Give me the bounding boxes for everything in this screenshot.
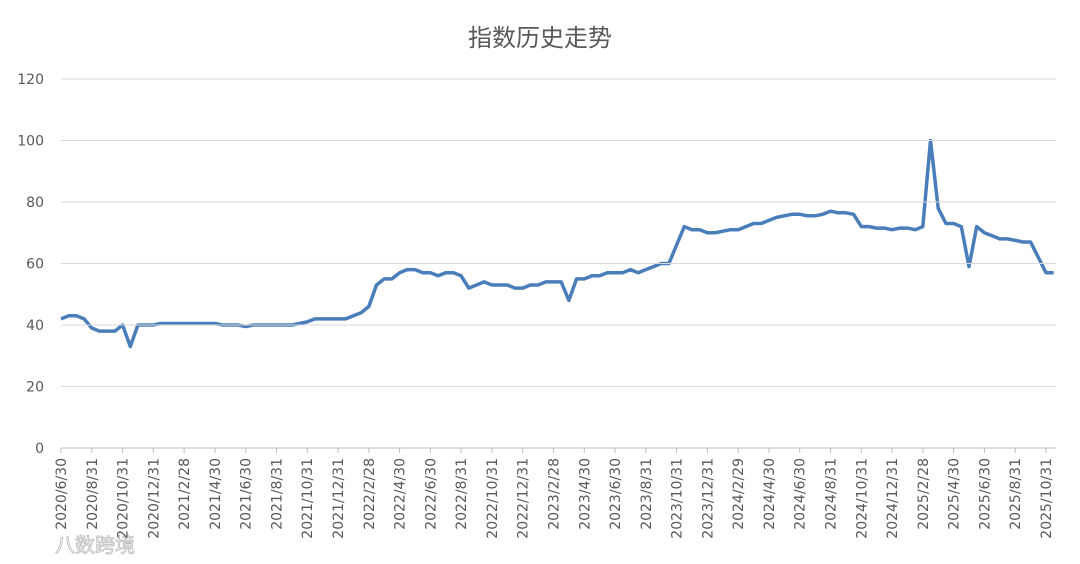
x-tick-label: 2020/12/31	[146, 458, 162, 539]
x-tick-label: 2021/8/31	[269, 458, 285, 530]
x-tick-label: 2021/6/30	[239, 458, 255, 530]
x-tick-label: 2021/12/31	[331, 458, 347, 539]
y-tick-label: 20	[26, 380, 44, 396]
x-tick-label: 2022/6/30	[423, 458, 439, 530]
x-tick-label: 2021/2/28	[177, 458, 193, 530]
x-tick-label: 2023/2/28	[546, 458, 562, 530]
x-tick-label: 2021/4/30	[208, 458, 224, 530]
x-tick-label: 2023/4/30	[577, 458, 593, 530]
x-tick-label: 2022/12/31	[516, 458, 532, 539]
x-tick-label: 2022/4/30	[393, 458, 409, 530]
y-tick-label: 120	[17, 72, 44, 88]
x-tick-label: 2023/12/31	[700, 458, 716, 539]
y-tick-label: 60	[26, 257, 44, 273]
x-tick-label: 2023/6/30	[608, 458, 624, 530]
x-tick-label: 2025/8/31	[1008, 458, 1024, 530]
x-tick-label: 2022/10/31	[485, 458, 501, 539]
y-tick-label: 80	[26, 195, 44, 211]
x-tick-label: 2020/8/31	[85, 458, 101, 530]
x-tick-label: 2025/2/28	[916, 458, 932, 530]
x-tick-label: 2023/10/31	[670, 458, 686, 539]
y-tick-label: 40	[26, 318, 44, 334]
x-tick-label: 2020/6/30	[54, 458, 70, 530]
y-tick-label: 100	[17, 134, 44, 150]
x-tick-label: 2024/8/31	[824, 458, 840, 530]
x-tick-label: 2021/10/31	[300, 458, 316, 539]
x-tick-label: 2025/6/30	[977, 458, 993, 530]
x-tick-label: 2025/4/30	[947, 458, 963, 530]
x-tick-label: 2024/4/30	[762, 458, 778, 530]
watermark: 八数跨境	[55, 533, 135, 557]
x-tick-label: 2025/10/31	[1039, 458, 1055, 539]
x-tick-label: 2023/8/31	[639, 458, 655, 530]
x-tick-label: 2024/6/30	[793, 458, 809, 530]
y-tick-label: 0	[35, 441, 44, 457]
x-tick-label: 2020/10/31	[116, 458, 132, 539]
series-line	[60, 138, 1054, 349]
x-tick-label: 2024/2/29	[731, 458, 747, 530]
x-tick-label: 2022/2/28	[362, 458, 378, 530]
x-tick-label: 2024/12/31	[885, 458, 901, 539]
chart-title: 指数历史走势	[468, 24, 612, 52]
x-tick-label: 2024/10/31	[854, 458, 870, 539]
x-tick-label: 2022/8/31	[454, 458, 470, 530]
